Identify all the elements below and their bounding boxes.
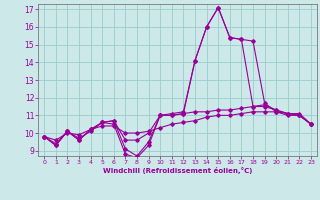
X-axis label: Windchill (Refroidissement éolien,°C): Windchill (Refroidissement éolien,°C) <box>103 167 252 174</box>
